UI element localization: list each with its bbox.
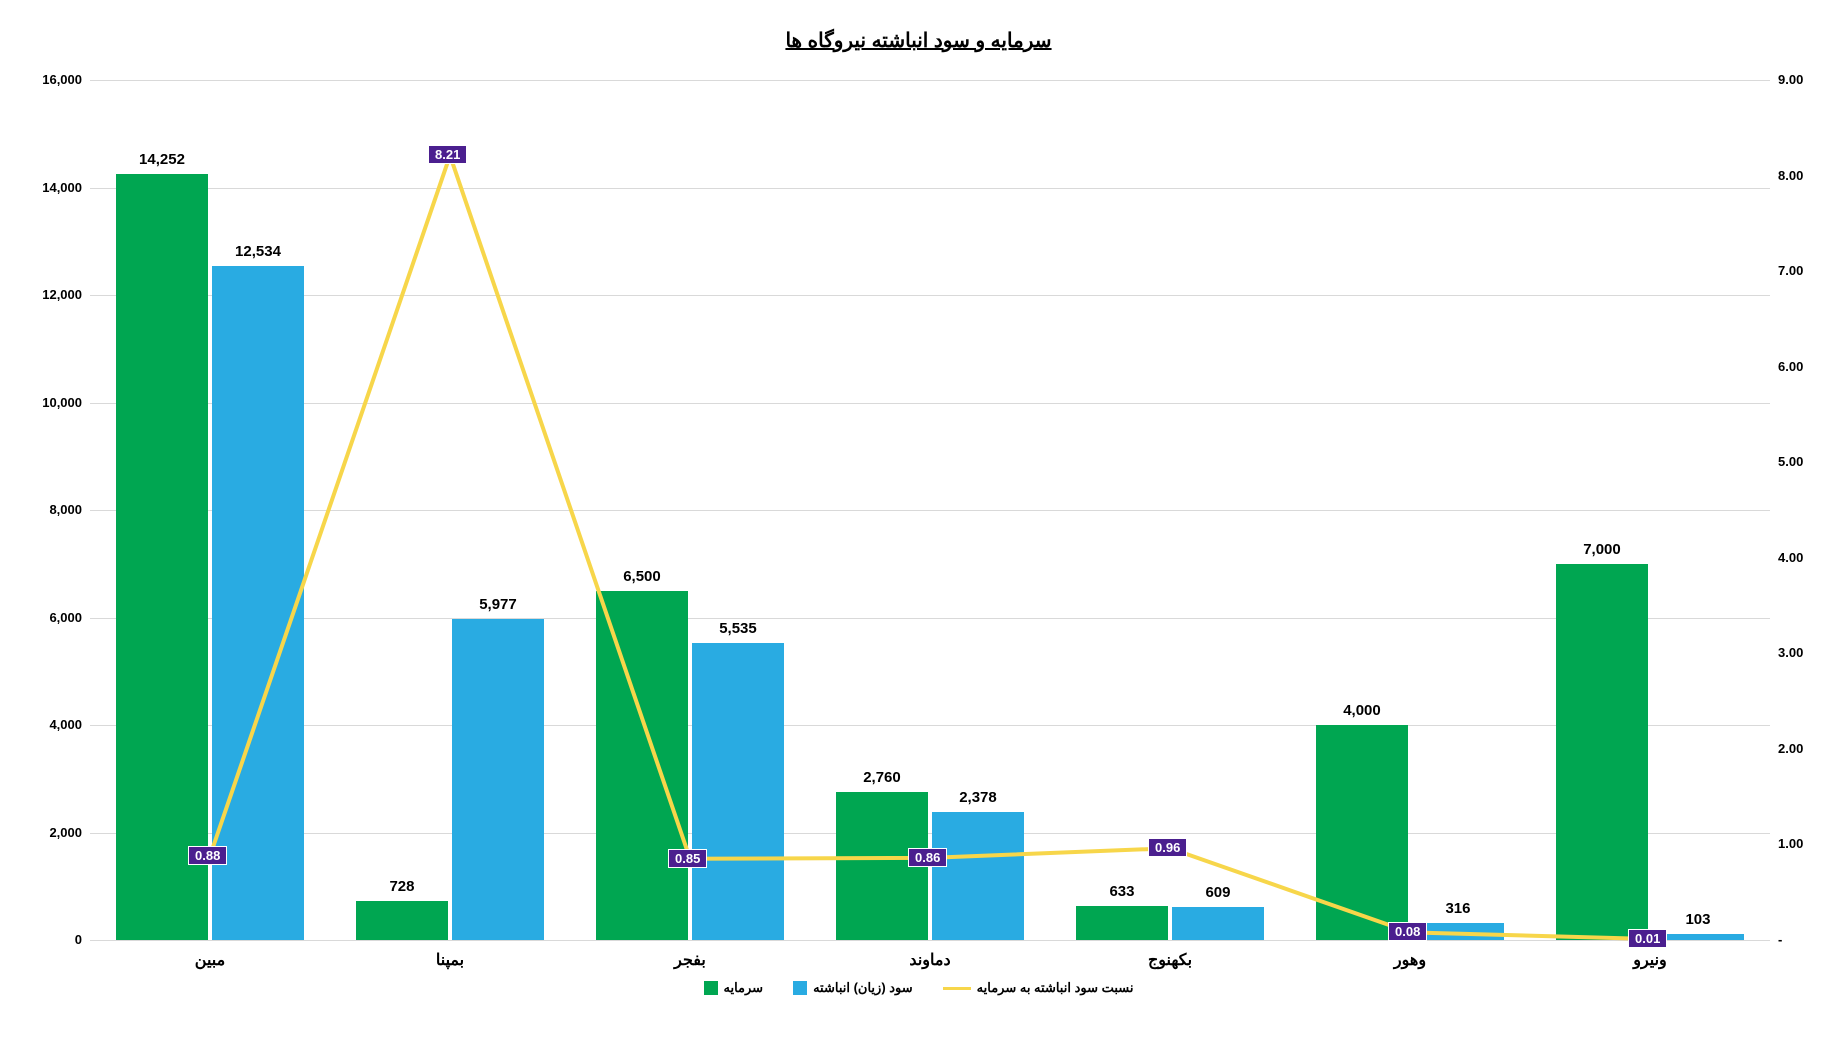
ratio-label: 8.21 [428,145,467,164]
gridline [90,618,1770,619]
ratio-label: 0.01 [1628,929,1667,948]
y-tick-right: 3.00 [1778,645,1803,660]
bar-label-capital: 6,500 [576,568,707,585]
y-tick-right: 5.00 [1778,454,1803,469]
x-category-label: وهور [1290,950,1530,970]
gridline [90,940,1770,941]
y-tick-left: 0 [75,932,82,947]
bar-capital [356,901,447,940]
y-tick-left: 4,000 [49,717,82,732]
bar-label-profit: 2,378 [912,789,1043,806]
y-tick-right: 7.00 [1778,263,1803,278]
legend-label: سود (زیان) انباشته [813,980,913,996]
bar-capital [1556,564,1647,940]
y-tick-right: 4.00 [1778,550,1803,565]
legend-item: نسبت سود انباشته به سرمایه [943,980,1134,996]
bar-label-profit: 12,534 [192,243,323,260]
y-tick-right: 6.00 [1778,359,1803,374]
bar-profit [692,643,783,941]
legend-swatch [704,981,718,995]
bar-label-capital: 728 [336,878,467,895]
gridline [90,510,1770,511]
y-tick-left: 12,000 [42,287,82,302]
x-category-label: بمپنا [330,950,570,970]
legend-item: سود (زیان) انباشته [793,980,913,996]
x-category-label: ونیرو [1530,950,1770,970]
ratio-label: 0.96 [1148,838,1187,857]
bar-label-profit: 5,977 [432,596,563,613]
ratio-label: 0.86 [908,848,947,867]
legend-line-swatch [943,987,971,990]
legend-item: سرمایه [704,980,764,996]
y-tick-left: 14,000 [42,180,82,195]
chart-container: سرمایه و سود انباشته نیروگاه ها 02,0004,… [20,20,1817,1025]
legend-label: نسبت سود انباشته به سرمایه [977,980,1134,996]
bar-profit [212,266,303,940]
y-tick-left: 2,000 [49,825,82,840]
bar-capital [116,174,207,940]
y-tick-right: 1.00 [1778,836,1803,851]
x-category-label: مبین [90,950,330,970]
gridline [90,188,1770,189]
bar-label-profit: 609 [1152,884,1283,901]
bar-label-capital: 2,760 [816,769,947,786]
y-tick-right: 9.00 [1778,72,1803,87]
ratio-label: 0.85 [668,849,707,868]
y-tick-right: - [1778,932,1782,947]
gridline [90,295,1770,296]
x-category-label: بفجر [570,950,810,970]
ratio-label: 0.08 [1388,922,1427,941]
y-tick-left: 8,000 [49,502,82,517]
gridline [90,725,1770,726]
y-tick-left: 6,000 [49,610,82,625]
ratio-label: 0.88 [188,846,227,865]
bar-label-capital: 4,000 [1296,702,1427,719]
bar-label-capital: 7,000 [1536,541,1667,558]
gridline [90,833,1770,834]
gridline [90,403,1770,404]
bar-profit [932,812,1023,940]
bar-profit [1172,907,1263,940]
bar-label-profit: 103 [1632,911,1763,928]
legend-label: سرمایه [724,980,764,996]
chart-title: سرمایه و سود انباشته نیروگاه ها [20,28,1817,53]
bar-capital [1076,906,1167,940]
x-category-label: دماوند [810,950,1050,970]
bar-profit [452,619,543,940]
legend: سرمایه سود (زیان) انباشته نسبت سود انباشته… [20,980,1817,996]
y-tick-right: 2.00 [1778,741,1803,756]
bar-label-profit: 316 [1392,900,1523,917]
y-tick-right: 8.00 [1778,168,1803,183]
x-category-label: بکهنوج [1050,950,1290,970]
legend-swatch [793,981,807,995]
y-tick-left: 10,000 [42,395,82,410]
bar-label-profit: 5,535 [672,620,803,637]
y-tick-left: 16,000 [42,72,82,87]
bar-label-capital: 14,252 [96,151,227,168]
bar-capital [596,591,687,940]
gridline [90,80,1770,81]
plot-area: 02,0004,0006,0008,00010,00012,00014,0001… [90,80,1770,940]
